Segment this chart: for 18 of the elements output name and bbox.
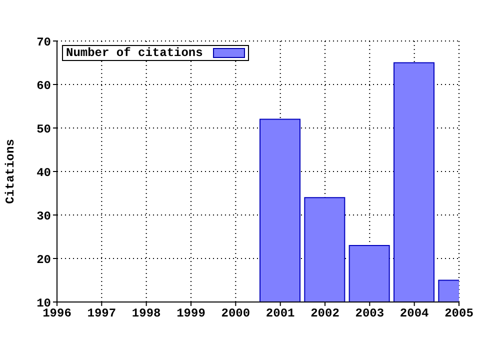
y-tick-label: 20 [36,252,51,267]
x-tick-label: 2003 [355,306,384,321]
x-tick-label: 1996 [42,306,72,321]
x-tick-label: 1998 [132,306,161,321]
legend-label: Number of citations [66,46,203,60]
x-tick-label: 2000 [221,306,250,321]
x-tick-label: 1997 [87,306,116,321]
x-tick-label: 2001 [266,306,295,321]
y-axis-title: Citations [3,139,18,204]
x-tick-label: 1999 [176,306,206,321]
y-tick-label: 30 [36,209,51,224]
x-tick-label: 2005 [444,306,474,321]
y-tick-label: 70 [36,35,51,50]
x-tick-label: 2002 [310,306,340,321]
y-tick-label: 50 [36,122,51,136]
y-tick-label: 60 [36,78,51,93]
x-tick-label: 2004 [400,306,429,321]
y-tick-label: 40 [36,166,51,180]
